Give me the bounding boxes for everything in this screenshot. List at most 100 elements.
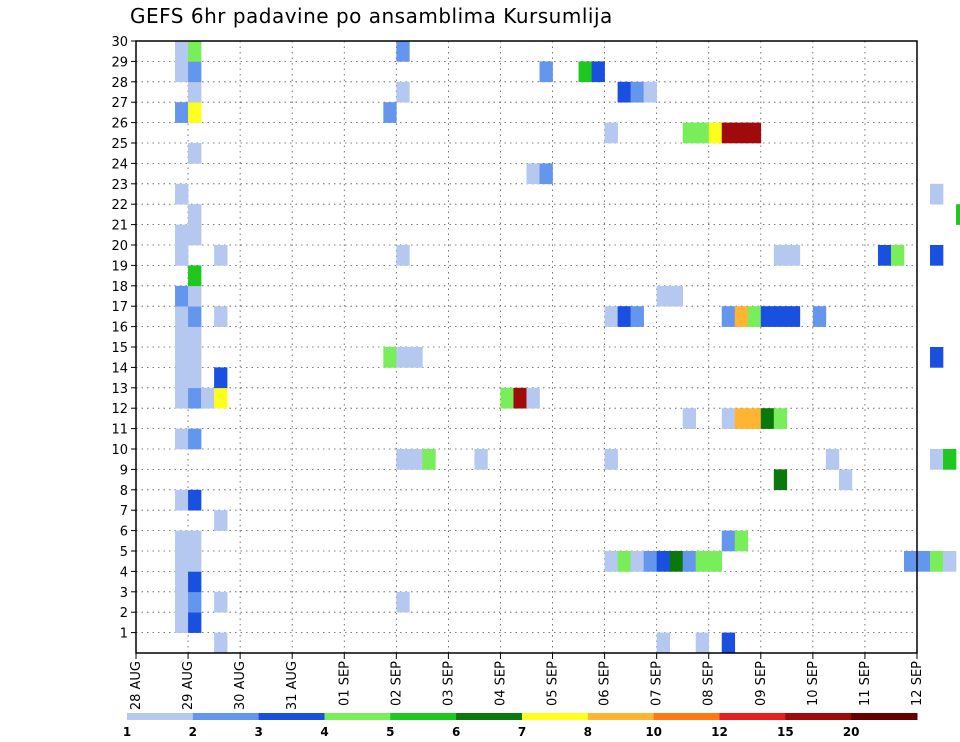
heatmap-cell <box>201 387 215 409</box>
colorbar-label: 15 <box>777 725 794 739</box>
heatmap-cell <box>747 122 762 144</box>
heatmap-cell <box>930 347 944 368</box>
heatmap-cell <box>539 163 553 185</box>
heatmap-cell <box>175 530 189 552</box>
heatmap-cell <box>578 61 592 83</box>
heatmap-cell <box>188 428 202 450</box>
heatmap-cell <box>773 245 788 266</box>
heatmap-cell <box>760 408 775 429</box>
heatmap-cell <box>175 428 189 450</box>
heatmap-cell <box>643 551 657 572</box>
y-tick-label: 6 <box>120 525 128 540</box>
heatmap-cell <box>175 224 189 246</box>
colorbar-label: 2 <box>189 725 197 739</box>
y-tick-label: 17 <box>111 300 128 315</box>
colorbar: 1 2 3 4 5 6 7 8 10 12 15 20 <box>123 713 918 739</box>
heatmap-cell <box>682 551 697 572</box>
heatmap-cell <box>956 204 960 225</box>
colorbar-swatch <box>587 713 655 720</box>
heatmap-cell <box>656 551 670 572</box>
heatmap-cell <box>188 224 202 246</box>
heatmap-cell <box>175 612 189 633</box>
heatmap-cell <box>175 61 189 83</box>
heatmap-cell <box>175 571 189 593</box>
heatmap-cell <box>695 551 710 572</box>
heatmap-cell <box>188 41 202 62</box>
heatmap-cell <box>734 408 749 429</box>
heatmap-cell <box>175 183 189 205</box>
heatmap-cell <box>188 204 202 225</box>
heatmap-cell <box>214 245 228 266</box>
y-tick-label: 15 <box>111 341 128 356</box>
x-tick-label: 10 SEP <box>806 661 821 706</box>
heatmap-cell <box>214 591 228 613</box>
grid-lines <box>136 41 917 653</box>
heatmap-cell <box>617 306 631 327</box>
heatmap-cell <box>396 591 410 613</box>
colorbar-label: 5 <box>386 725 394 739</box>
heatmap-cell <box>708 551 723 572</box>
heatmap-cell <box>669 285 683 307</box>
heatmap-cell <box>175 591 189 613</box>
y-tick-label: 12 <box>111 402 128 417</box>
colorbar-swatch <box>324 713 391 720</box>
heatmap-cell <box>786 245 801 266</box>
heatmap-cell <box>214 367 228 389</box>
colorbar-swatch <box>522 713 589 720</box>
heatmap-cell <box>669 551 683 572</box>
heatmap-cell <box>604 551 618 572</box>
heatmap-cell <box>539 61 553 83</box>
heatmap-cell <box>747 306 762 327</box>
heatmap-cell <box>188 591 202 613</box>
y-tick-label: 29 <box>111 55 128 70</box>
heatmap-cell <box>383 102 397 123</box>
heatmap-cell <box>747 408 762 429</box>
y-tick-label: 14 <box>111 361 128 376</box>
heatmap-cell <box>617 81 631 103</box>
y-tick-label: 8 <box>120 484 128 499</box>
heatmap-cell <box>214 306 228 327</box>
colorbar-label: 4 <box>320 725 328 739</box>
heatmap-cell <box>188 489 202 511</box>
heatmap-cell <box>188 551 202 572</box>
y-tick-label: 9 <box>120 463 128 478</box>
y-tick-label: 10 <box>111 443 128 458</box>
heatmap-cell <box>877 245 892 266</box>
colorbar-label: 8 <box>584 725 592 739</box>
heatmap-cell <box>188 367 202 389</box>
heatmap-cell <box>526 387 540 409</box>
heatmap-cell <box>526 163 540 185</box>
heatmap-cell <box>383 347 397 368</box>
colorbar-label: 10 <box>645 725 662 739</box>
heatmap-cell <box>409 347 423 368</box>
heatmap-cell <box>396 245 410 266</box>
heatmap-cell <box>721 122 736 144</box>
y-tick-label: 4 <box>120 565 128 580</box>
heatmap-cell <box>188 347 202 368</box>
x-tick-label: 04 SEP <box>493 661 508 706</box>
heatmap-cell <box>175 347 189 368</box>
y-tick-label: 13 <box>111 382 128 397</box>
heatmap-cell <box>188 612 202 633</box>
heatmap-cell <box>396 81 410 103</box>
colorbar-swatch <box>258 713 325 720</box>
y-tick-label: 30 <box>111 35 128 50</box>
heatmap-cell <box>500 387 514 409</box>
heatmap-cell <box>474 449 488 470</box>
y-axis-ticks: 1234567891011121314151617181920212223242… <box>111 35 136 642</box>
heatmap-cell <box>175 367 189 389</box>
y-tick-label: 25 <box>111 137 128 152</box>
heatmap-cell <box>695 632 710 654</box>
heatmap-cell <box>188 571 202 593</box>
heatmap-cell <box>695 122 710 144</box>
heatmap-cell <box>396 449 410 470</box>
colorbar-label: 20 <box>843 725 860 739</box>
x-tick-label: 28 AUG <box>129 661 144 710</box>
heatmap-cell <box>591 61 605 83</box>
heatmap-cell <box>903 551 918 572</box>
heatmap-cell <box>513 387 527 409</box>
x-tick-label: 01 SEP <box>337 661 352 706</box>
y-tick-label: 26 <box>111 117 128 132</box>
x-tick-label: 05 SEP <box>546 661 561 706</box>
